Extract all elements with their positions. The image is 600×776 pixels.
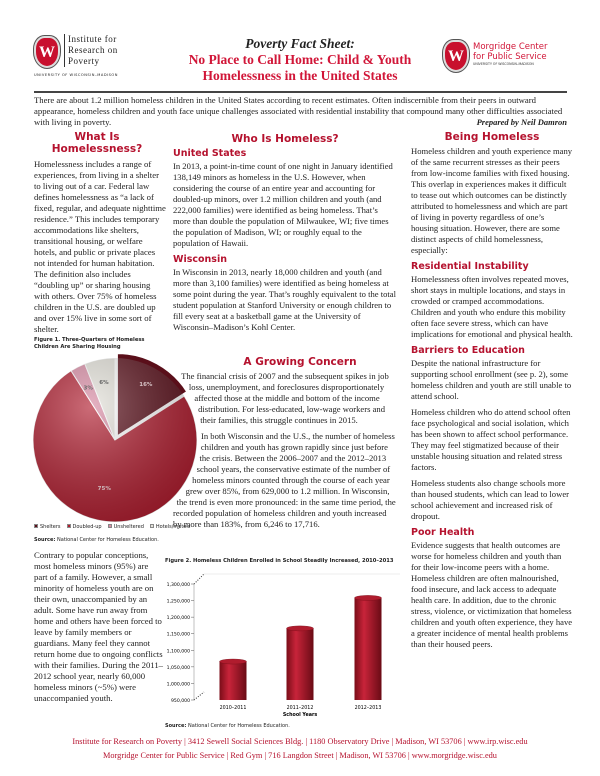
irp-logo: W Institute for Research on Poverty Univ…	[34, 34, 139, 80]
source-label: Source:	[34, 537, 56, 543]
legend-swatch	[149, 524, 154, 528]
bar-top	[219, 658, 247, 665]
heading-who-is-homeless: Who Is Homeless?	[231, 133, 339, 145]
legend-swatch	[34, 524, 38, 528]
uw-crest-icon: W	[34, 36, 60, 68]
legend-item: Unsheltered	[107, 524, 144, 530]
education-text-3: Homeless students also change schools mo…	[411, 478, 569, 521]
source-text: National Center for Homeless Education.	[188, 723, 290, 729]
page-title-line1: No Place to Call Home: Child & Youth	[188, 52, 412, 67]
bar-2012–2013	[354, 597, 382, 700]
intro-block: There are about 1.2 million homeless chi…	[34, 95, 567, 128]
heading-residential-instability: Residential Instability	[411, 261, 529, 272]
us-text: In 2013, a point-in-time count of one ni…	[173, 161, 393, 248]
legend-swatch	[107, 524, 112, 528]
legend-item: Shelters	[34, 524, 61, 530]
source-text: National Center for Homeless Education.	[57, 537, 159, 543]
morgridge-logo: W Morgridge Center for Public Service Un…	[443, 40, 573, 82]
pie-shading	[33, 358, 197, 522]
heading-poor-health: Poor Health	[411, 527, 475, 538]
y-tick-label: 1,200,000	[167, 615, 190, 621]
concern-text-2: In both Wisconsin and the U.S., the numb…	[173, 431, 396, 529]
heading-growing-concern: A Growing Concern	[243, 356, 357, 368]
being-homeless-text: Homeless children and youth experience m…	[411, 146, 573, 255]
kicker: Poverty Fact Sheet:	[245, 36, 355, 51]
y-tick-label: 1,300,000	[167, 582, 190, 588]
footer-irp: Institute for Research on Poverty | 3412…	[72, 737, 528, 746]
health-text: Evidence suggests that health outcomes a…	[411, 540, 573, 649]
unaccompanied-text: Contrary to popular conceptions, most ho…	[34, 550, 164, 703]
legend-label: Doubled-up	[72, 524, 102, 530]
irp-logo-sub: University of Wisconsin–Madison	[34, 73, 118, 77]
heading-barriers-education: Barriers to Education	[411, 345, 525, 356]
irp-logo-line1: Institute for	[68, 34, 117, 44]
footer: Institute for Research on Poverty | 3412…	[0, 735, 600, 763]
legend-label: Hotels/motels	[155, 524, 191, 530]
y-tick-label: 1,150,000	[167, 632, 190, 638]
x-axis-label: School Years	[283, 712, 318, 718]
fig1-pie-chart: 16%75%3%6%	[32, 353, 198, 523]
fig2-caption: Figure 2. Homeless Children Enrolled in …	[165, 558, 394, 564]
heading-what-is-homelessness: What Is Homelessness?	[51, 131, 143, 155]
wi-text: In Wisconsin in 2013, nearly 18,000 chil…	[173, 267, 396, 332]
x-tick-label: 2010–2011	[220, 705, 247, 711]
source-label: Source:	[165, 723, 187, 729]
fig1-caption: Figure 1. Three-Quarters of Homeless Chi…	[34, 337, 145, 350]
legend-item: Hotels/motels	[149, 524, 191, 530]
x-tick-label: 2012–2013	[355, 705, 382, 711]
bar-2010–2011	[219, 661, 247, 700]
fig2-bar-chart: 950,000 1,000,000 1,050,000 1,100,000 1,150,…	[167, 573, 400, 718]
header-rule	[34, 91, 567, 93]
intro-text: There are about 1.2 million homeless chi…	[34, 95, 563, 127]
bar-2011–2012	[286, 628, 314, 700]
fig1-legend: Shelters Doubled-up Unsheltered Hotels/mote…	[34, 524, 194, 530]
irp-logo-line3: Poverty	[68, 56, 100, 66]
heading-being-homeless: Being Homeless	[444, 131, 540, 143]
what-is-text: Homelessness includes a range of experie…	[34, 159, 166, 334]
y-tick-label: 1,000,000	[167, 681, 190, 687]
axis-perspective	[193, 573, 205, 585]
fig2-source: Source: National Center for Homeless Edu…	[165, 723, 290, 729]
legend-label: Shelters	[40, 524, 61, 530]
heading-wisconsin: Wisconsin	[173, 254, 227, 265]
fig1-source: Source: National Center for Homeless Edu…	[34, 537, 159, 543]
y-tick-label: 1,050,000	[167, 665, 190, 671]
legend-label: Unsheltered	[113, 524, 144, 530]
residential-text: Homelessness often involves repeated mov…	[411, 274, 573, 339]
uw-crest-icon: W	[443, 40, 469, 72]
legend-item: Doubled-up	[66, 524, 102, 530]
byline: Prepared by Neil Damron	[476, 117, 567, 127]
heading-united-states: United States	[173, 148, 247, 159]
morgridge-logo-sub: University of Wisconsin–Madison	[473, 62, 534, 66]
morgridge-logo-line2: for Public Service	[473, 52, 547, 62]
concern-text-1: The financial crisis of 2007 and the sub…	[181, 371, 389, 425]
page-title-line2: Homelessness in the United States	[202, 68, 398, 83]
bar-top	[286, 625, 314, 632]
education-text-1: Despite the national infrastructure for …	[411, 358, 572, 401]
x-tick-label: 2011–2012	[287, 705, 314, 711]
legend-swatch	[66, 524, 71, 528]
y-tick-label: 950,000	[171, 698, 190, 704]
footer-morgridge: Morgridge Center for Public Service | Re…	[103, 751, 497, 760]
y-tick-label: 1,100,000	[167, 648, 190, 654]
education-text-2: Homeless children who do attend school o…	[411, 407, 571, 472]
y-tick-label: 1,250,000	[167, 599, 190, 605]
bar-top	[354, 595, 382, 601]
axis-perspective	[193, 691, 205, 701]
irp-logo-line2: Research on	[68, 45, 118, 55]
morgridge-logo-line1: Morgridge Center	[473, 42, 548, 52]
